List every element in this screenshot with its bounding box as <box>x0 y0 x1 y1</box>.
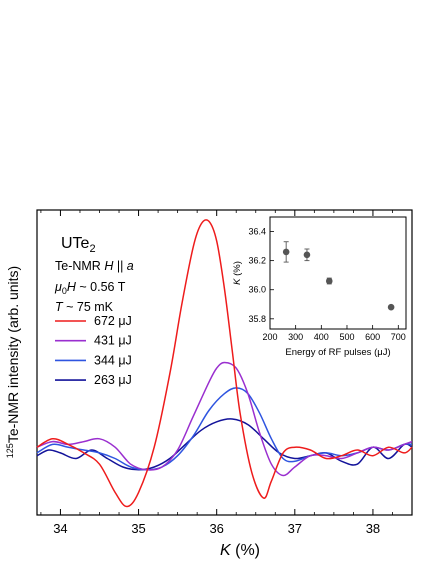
x-tick-label: 36 <box>209 521 223 536</box>
main-x-ticks: 34 35 36 37 38 <box>40 210 413 536</box>
legend: 672 μJ 431 μJ 344 μJ 263 μJ <box>55 314 132 387</box>
inset-x-axis-title: Energy of RF pulses (μJ) <box>285 347 390 358</box>
legend-label: 344 μJ <box>94 353 132 367</box>
inset-y-tick-label: 36.4 <box>248 227 266 237</box>
series-line <box>36 418 413 471</box>
legend-label: 263 μJ <box>94 373 132 387</box>
inset-y-tick-label: 36.2 <box>248 256 266 266</box>
series-line <box>36 387 413 471</box>
main-curves <box>36 219 413 508</box>
sample-label: UTe2 <box>61 235 96 255</box>
series-line <box>36 219 413 508</box>
inset-frame <box>269 216 407 330</box>
inset-x-tick-label: 300 <box>288 332 303 342</box>
x-axis-title: K (%) <box>220 542 260 559</box>
main-plot-frame <box>36 209 413 516</box>
inset-points <box>282 241 395 311</box>
x-tick-label: 34 <box>53 521 67 536</box>
inset-data-point <box>282 248 290 256</box>
inset-y-tick-label: 35.8 <box>248 314 266 324</box>
inset-data-point <box>303 251 311 259</box>
inset-y-tick-label: 36.0 <box>248 285 266 295</box>
condition-temperature: T ~ 75 mK <box>55 300 114 314</box>
inset-x-tick-label: 400 <box>314 332 329 342</box>
y-axis-title: 125Te-NMR intensity (arb. units) <box>5 266 21 458</box>
x-tick-label: 35 <box>131 521 145 536</box>
inset-data-point <box>325 277 333 285</box>
inset-x-tick-label: 700 <box>391 332 406 342</box>
inset-x-tick-label: 200 <box>262 332 277 342</box>
inset-y-axis-title: K (%) <box>232 261 243 285</box>
condition-nmr: Te-NMR H || a <box>55 259 134 273</box>
x-tick-label: 38 <box>366 521 380 536</box>
legend-label: 672 μJ <box>94 314 132 328</box>
condition-field: μ0H ~ 0.56 T <box>54 280 126 296</box>
series-line <box>36 361 413 477</box>
x-tick-label: 37 <box>288 521 302 536</box>
inset-x-tick-label: 500 <box>339 332 354 342</box>
inset-ticks: 200 300 400 500 600 700 35.8 36.0 36.2 36.4 <box>248 227 405 342</box>
inset-x-tick-label: 600 <box>365 332 380 342</box>
legend-label: 431 μJ <box>94 334 132 348</box>
inset-data-point <box>387 303 395 311</box>
